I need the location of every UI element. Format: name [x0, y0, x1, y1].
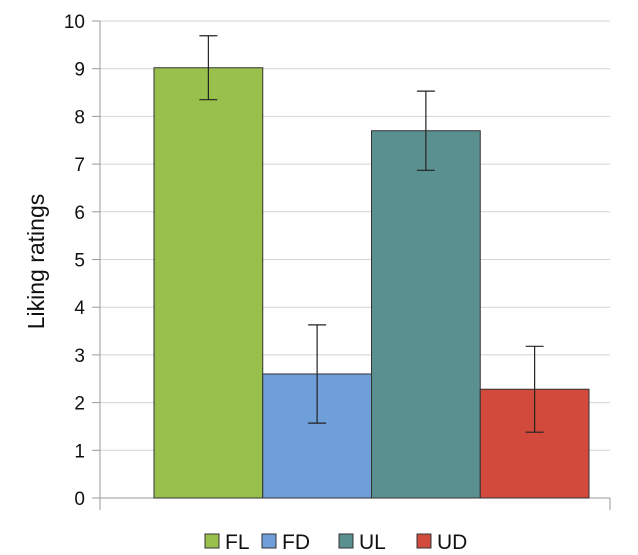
y-tick-label: 8	[74, 107, 85, 128]
bar-fl	[153, 67, 264, 499]
y-tick-label: 2	[74, 394, 85, 415]
legend-swatch-fl	[204, 533, 220, 549]
legend: FL FD UL UD	[204, 531, 467, 554]
y-tick-label: 5	[74, 251, 85, 272]
y-tick-label: 0	[74, 489, 85, 510]
error-bars	[199, 35, 544, 433]
bars	[153, 67, 590, 499]
legend-swatch-ul	[338, 533, 354, 549]
y-axis-title: Liking ratings	[23, 194, 49, 330]
y-tick-label: 4	[74, 298, 85, 319]
y-tick-label: 10	[64, 12, 85, 33]
y-tick-label: 9	[74, 60, 85, 81]
y-tick-label: 7	[74, 155, 85, 176]
y-tick-label: 6	[74, 203, 85, 224]
legend-label-fl: FL	[225, 531, 250, 554]
y-tick-label: 3	[74, 346, 85, 367]
legend-label-fd: FD	[282, 531, 310, 554]
legend-swatch-ud	[416, 533, 432, 549]
legend-swatch-fd	[261, 533, 277, 549]
y-tick-label: 1	[74, 441, 85, 462]
legend-label-ul: UL	[359, 531, 386, 554]
bar-ul	[371, 130, 481, 499]
legend-label-ud: UD	[437, 531, 467, 554]
